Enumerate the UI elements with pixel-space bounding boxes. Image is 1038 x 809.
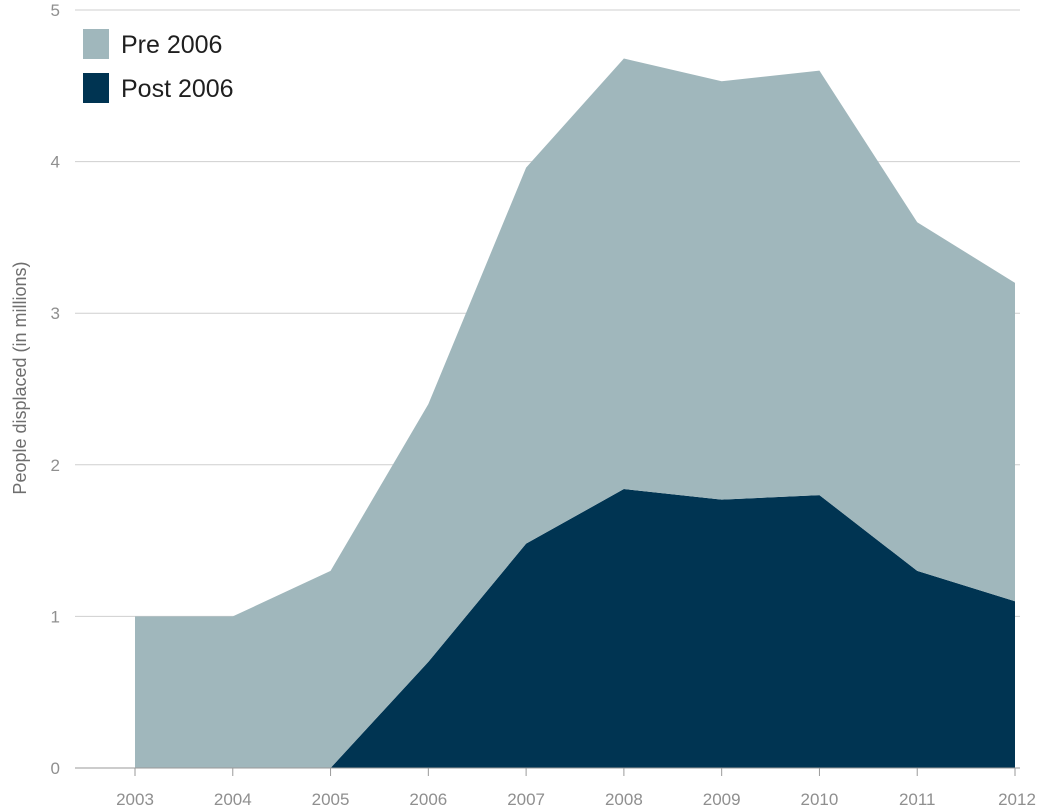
- y-tick-label: 1: [51, 607, 60, 626]
- y-tick-label: 0: [51, 759, 60, 778]
- legend-swatch-pre-2006: [83, 29, 109, 59]
- legend-label-pre-2006: Pre 2006: [121, 31, 222, 59]
- area-pre-2006: [135, 58, 1015, 768]
- y-tick-label: 2: [51, 456, 60, 475]
- x-tick-label: 2006: [409, 790, 447, 809]
- x-tick-label: 2007: [507, 790, 545, 809]
- legend-swatch-post-2006: [83, 73, 109, 103]
- x-tick-label: 2003: [116, 790, 154, 809]
- x-tick-label: 2005: [312, 790, 350, 809]
- y-tick-label: 5: [51, 1, 60, 20]
- x-axis-ticks: 2003 2004 2005 2006 2007 2008 2009 2010 2011 2012: [116, 768, 1036, 809]
- area-series: [135, 58, 1015, 768]
- legend-label-post-2006: Post 2006: [121, 75, 234, 103]
- x-tick-label: 2004: [214, 790, 252, 809]
- y-tick-label: 4: [51, 153, 60, 172]
- x-tick-label: 2010: [801, 790, 839, 809]
- y-tick-label: 3: [51, 304, 60, 323]
- y-axis-ticks: 0 1 2 3 4 5: [51, 1, 60, 778]
- x-tick-label: 2012: [998, 790, 1036, 809]
- x-tick-label: 2008: [605, 790, 643, 809]
- legend: Pre 2006 Post 2006: [83, 29, 234, 103]
- x-tick-label: 2011: [899, 790, 936, 809]
- x-tick-label: 2009: [703, 790, 741, 809]
- area-post-2006: [135, 489, 1015, 768]
- y-axis-title: People displaced (in millions): [10, 261, 30, 494]
